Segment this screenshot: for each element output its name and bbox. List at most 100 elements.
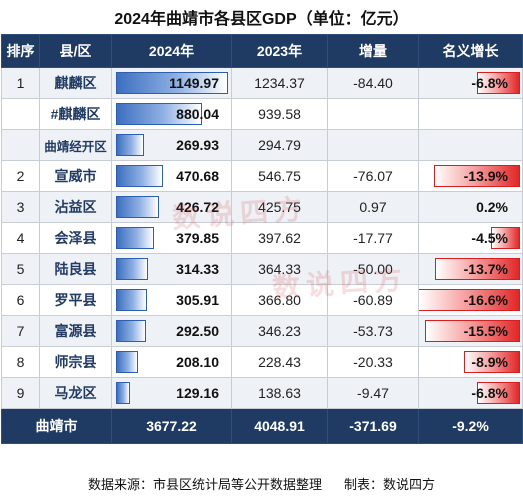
gdp-2023-cell: 397.62: [231, 222, 328, 254]
growth-cell: -13.7%: [418, 253, 523, 285]
rank-cell: 7: [1, 315, 40, 347]
gdp-2024-cell: 470.68: [111, 160, 232, 192]
table-row: 7 富源县 292.50 346.23 -53.73 -15.5%: [1, 315, 523, 347]
gdp-2024-cell: 208.10: [111, 346, 232, 378]
table-row: 8 师宗县 208.10 228.43 -20.33 -8.9%: [1, 346, 523, 378]
header-2024: 2024年: [111, 34, 232, 68]
growth-value: -15.5%: [463, 323, 508, 339]
delta-cell: -76.07: [327, 160, 419, 192]
gdp-2024-cell: 314.33: [111, 253, 232, 285]
growth-bar: [491, 227, 520, 249]
delta-cell: [327, 129, 419, 161]
delta-cell: -53.73: [327, 315, 419, 347]
gdp-bar: [116, 196, 159, 218]
gdp-bar: [116, 72, 228, 94]
total-row: 曲靖市 3677.22 4048.91 -371.69 -9.2%: [1, 408, 523, 444]
total-growth: -9.2%: [418, 408, 523, 444]
county-cell: 曲靖经开区: [39, 129, 112, 161]
gdp-2023-cell: 939.58: [231, 98, 328, 130]
growth-bar: [419, 289, 520, 311]
total-2023: 4048.91: [231, 408, 328, 444]
growth-cell: -16.6%: [418, 284, 523, 316]
rank-cell: 6: [1, 284, 40, 316]
gdp-table: 排序 县/区 2024年 2023年 增量 名义增长 1 麒麟区 1149.97 12…: [1, 34, 523, 444]
table-row: 2 宣威市 470.68 546.75 -76.07 -13.9%: [1, 160, 523, 192]
gdp-2024-value: 880.04: [176, 106, 219, 122]
gdp-2024-cell: 1149.97: [111, 67, 232, 99]
gdp-2023-cell: 138.63: [231, 377, 328, 409]
gdp-2024-value: 208.10: [176, 354, 219, 370]
rank-cell: 4: [1, 222, 40, 254]
growth-cell: -15.5%: [418, 315, 523, 347]
delta-cell: -84.40: [327, 67, 419, 99]
delta-cell: 0.97: [327, 191, 419, 223]
growth-bar: [477, 382, 520, 404]
growth-value: -13.9%: [463, 168, 508, 184]
rank-cell: [1, 98, 40, 130]
table-title: 2024年曲靖市各县区GDP（单位：亿元）: [114, 11, 409, 28]
gdp-bar: [116, 258, 148, 280]
gdp-2023-cell: 346.23: [231, 315, 328, 347]
gdp-2024-value: 314.33: [176, 261, 219, 277]
gdp-2024-value: 269.93: [176, 137, 219, 153]
growth-cell: 0.2%: [418, 191, 523, 223]
total-delta: -371.69: [327, 408, 419, 444]
county-cell: 陆良县: [39, 253, 112, 285]
growth-bar: [435, 258, 520, 280]
growth-bar: [434, 165, 520, 187]
county-cell: 富源县: [39, 315, 112, 347]
table-row: #麒麟区 880.04 939.58: [1, 98, 523, 130]
gdp-2023-cell: 366.80: [231, 284, 328, 316]
table-row: 5 陆良县 314.33 364.33 -50.00 -13.7%: [1, 253, 523, 285]
gdp-2024-cell: 305.91: [111, 284, 232, 316]
county-cell: 沾益区: [39, 191, 112, 223]
county-cell: 罗平县: [39, 284, 112, 316]
gdp-2024-cell: 379.85: [111, 222, 232, 254]
gdp-2024-value: 129.16: [176, 385, 219, 401]
gdp-bar: [116, 134, 144, 156]
gdp-2024-cell: 292.50: [111, 315, 232, 347]
footer-source: 数据来源：市县区统计局等公开数据整理: [87, 476, 322, 492]
gdp-2024-value: 292.50: [176, 323, 219, 339]
delta-cell: [327, 98, 419, 130]
table-row: 3 沾益区 426.72 425.75 0.97 0.2%: [1, 191, 523, 223]
growth-value: -6.8%: [471, 385, 508, 401]
gdp-2024-value: 470.68: [176, 168, 219, 184]
growth-bar: [477, 72, 520, 94]
growth-cell: -6.8%: [418, 67, 523, 99]
gdp-2023-cell: 364.33: [231, 253, 328, 285]
delta-cell: -60.89: [327, 284, 419, 316]
gdp-2024-cell: 269.93: [111, 129, 232, 161]
growth-value: -13.7%: [463, 261, 508, 277]
gdp-2023-cell: 546.75: [231, 160, 328, 192]
table-row: 6 罗平县 305.91 366.80 -60.89 -16.6%: [1, 284, 523, 316]
rank-cell: 1: [1, 67, 40, 99]
growth-cell: [418, 129, 523, 161]
growth-bar: [425, 320, 520, 342]
county-cell: 马龙区: [39, 377, 112, 409]
gdp-2024-cell: 129.16: [111, 377, 232, 409]
header-delta: 增量: [327, 34, 419, 68]
gdp-bar: [116, 103, 202, 125]
county-cell: 麒麟区: [39, 67, 112, 99]
growth-value: -8.9%: [471, 354, 508, 370]
rank-cell: 8: [1, 346, 40, 378]
delta-cell: -50.00: [327, 253, 419, 285]
growth-cell: -13.9%: [418, 160, 523, 192]
total-2024: 3677.22: [111, 408, 232, 444]
county-cell: 宣威市: [39, 160, 112, 192]
county-cell: 会泽县: [39, 222, 112, 254]
header-2023: 2023年: [231, 34, 328, 68]
gdp-2024-cell: 426.72: [111, 191, 232, 223]
header-growth: 名义增长: [418, 34, 523, 68]
gdp-bar: [116, 165, 163, 187]
gdp-bar: [116, 320, 146, 342]
growth-cell: -6.8%: [418, 377, 523, 409]
gdp-2023-cell: 294.79: [231, 129, 328, 161]
county-cell: 师宗县: [39, 346, 112, 378]
footer: 数据来源：市县区统计局等公开数据整理 制表：数说四方: [0, 468, 523, 498]
gdp-2024-cell: 880.04: [111, 98, 232, 130]
rank-cell: [1, 129, 40, 161]
gdp-bar: [116, 351, 138, 373]
